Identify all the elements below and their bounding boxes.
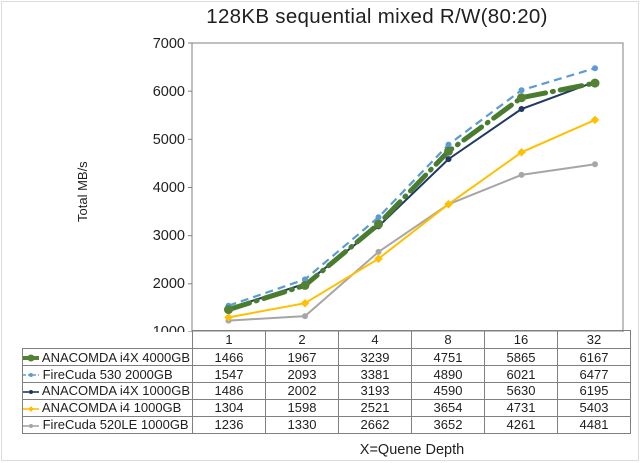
svg-text:5000: 5000 [153,132,185,148]
svg-text:2000: 2000 [153,276,185,292]
svg-text:6000: 6000 [153,84,185,100]
svg-text:3000: 3000 [153,228,185,244]
svg-text:4000: 4000 [153,180,185,196]
svg-text:7000: 7000 [153,36,185,52]
